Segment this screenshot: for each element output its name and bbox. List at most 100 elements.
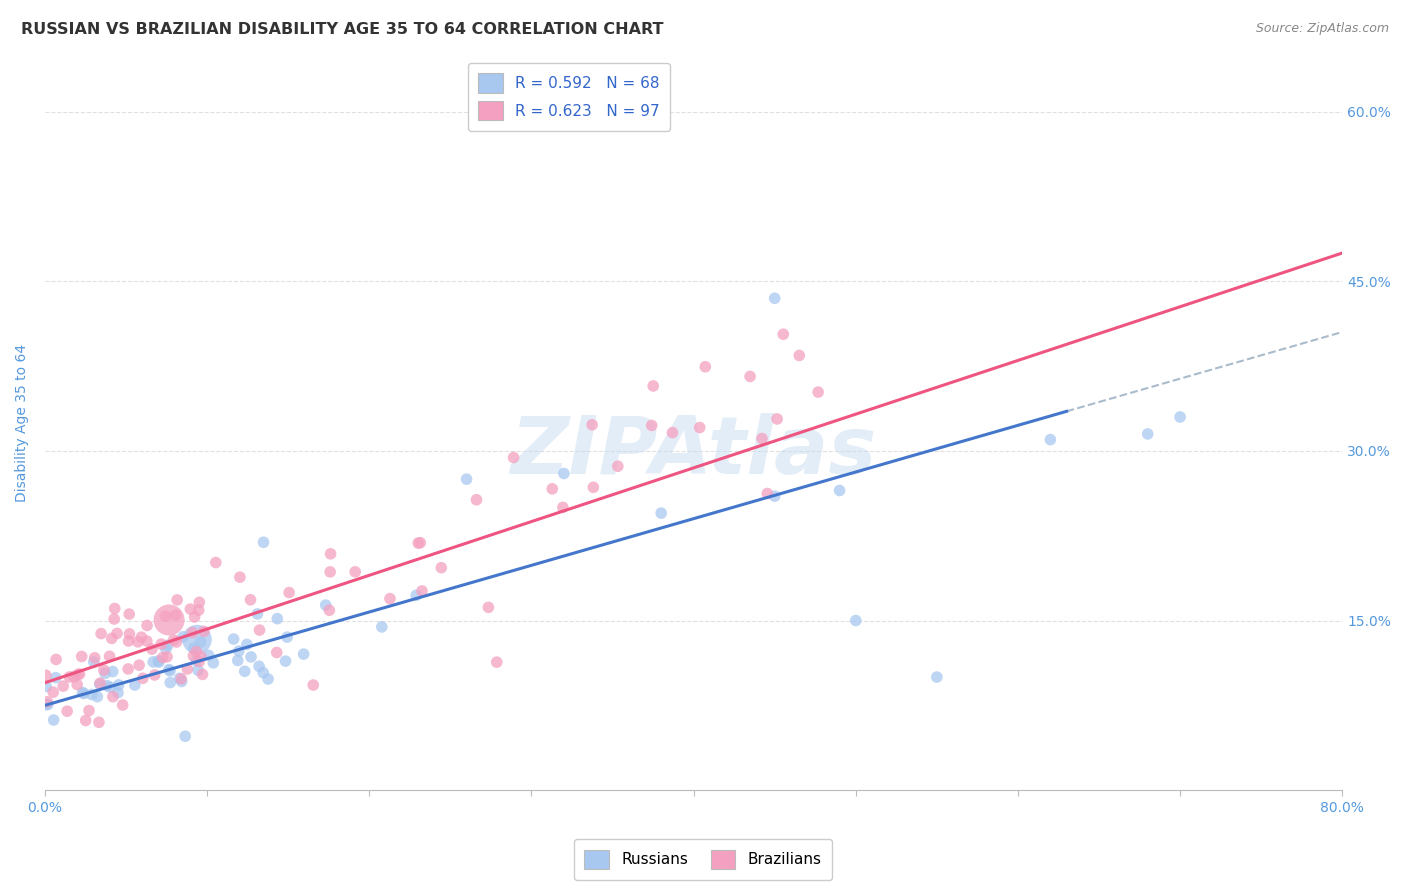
Y-axis label: Disability Age 35 to 64: Disability Age 35 to 64 — [15, 343, 30, 501]
Point — [166, 593, 188, 607]
Point — [94, 666, 117, 681]
Point — [170, 672, 193, 686]
Legend: R = 0.592   N = 68, R = 0.623   N = 97: R = 0.592 N = 68, R = 0.623 N = 97 — [468, 62, 671, 131]
Point — [159, 675, 181, 690]
Point — [650, 506, 672, 520]
Point — [80, 688, 103, 702]
Point — [186, 654, 208, 668]
Point — [69, 667, 91, 681]
Point — [142, 655, 165, 669]
Point — [169, 671, 191, 685]
Point — [98, 649, 121, 664]
Point — [52, 679, 75, 693]
Point — [89, 677, 111, 691]
Point — [37, 698, 59, 712]
Point — [72, 685, 94, 699]
Point — [42, 685, 65, 699]
Point — [90, 626, 112, 640]
Point — [141, 642, 163, 657]
Point — [740, 369, 762, 384]
Point — [257, 672, 280, 686]
Point — [181, 625, 204, 640]
Point — [117, 662, 139, 676]
Point — [105, 626, 128, 640]
Point — [165, 635, 187, 649]
Point — [641, 418, 664, 433]
Point — [252, 665, 274, 680]
Text: ZIPAtlas: ZIPAtlas — [510, 413, 877, 491]
Point — [188, 655, 211, 669]
Point — [266, 646, 288, 660]
Point — [42, 713, 65, 727]
Point — [174, 729, 197, 743]
Point — [66, 667, 89, 681]
Point — [405, 588, 427, 602]
Point — [187, 603, 209, 617]
Point — [409, 535, 432, 549]
Point — [35, 680, 58, 694]
Point — [551, 500, 574, 515]
Point — [502, 450, 524, 465]
Point — [553, 467, 575, 481]
Point — [319, 547, 342, 561]
Point — [170, 674, 193, 689]
Point — [772, 327, 794, 342]
Point — [103, 612, 125, 626]
Point — [756, 486, 779, 500]
Point — [276, 630, 298, 644]
Point — [190, 649, 212, 664]
Point — [233, 665, 256, 679]
Point — [155, 609, 177, 624]
Point — [582, 480, 605, 494]
Point — [186, 644, 208, 658]
Point — [197, 648, 219, 663]
Point — [695, 359, 717, 374]
Point — [581, 417, 603, 432]
Point — [118, 627, 141, 641]
Text: RUSSIAN VS BRAZILIAN DISABILITY AGE 35 TO 64 CORRELATION CHART: RUSSIAN VS BRAZILIAN DISABILITY AGE 35 T… — [21, 22, 664, 37]
Point — [124, 678, 146, 692]
Point — [150, 637, 173, 651]
Point — [100, 632, 122, 646]
Point — [101, 665, 124, 679]
Point — [187, 663, 209, 677]
Point — [485, 655, 508, 669]
Point — [127, 635, 149, 649]
Point — [643, 379, 665, 393]
Point — [183, 648, 205, 663]
Point — [45, 652, 67, 666]
Point — [236, 637, 259, 651]
Point — [292, 647, 315, 661]
Point — [247, 659, 270, 673]
Point — [107, 678, 129, 692]
Point — [751, 432, 773, 446]
Point — [188, 595, 211, 609]
Point — [845, 614, 868, 628]
Point — [162, 632, 184, 647]
Point — [689, 420, 711, 434]
Point — [172, 630, 194, 644]
Point — [371, 620, 394, 634]
Point — [430, 560, 453, 574]
Point — [157, 663, 180, 677]
Point — [176, 662, 198, 676]
Point — [246, 607, 269, 621]
Point — [107, 686, 129, 700]
Point — [83, 655, 105, 669]
Point — [156, 638, 179, 652]
Point — [204, 556, 226, 570]
Point — [148, 655, 170, 669]
Point — [101, 690, 124, 704]
Point — [766, 412, 789, 426]
Point — [63, 670, 86, 684]
Point — [135, 634, 157, 648]
Point — [183, 641, 205, 656]
Point — [606, 459, 628, 474]
Point — [252, 535, 274, 549]
Point — [152, 650, 174, 665]
Point — [77, 704, 100, 718]
Point — [131, 630, 153, 644]
Point — [541, 482, 564, 496]
Point — [118, 607, 141, 621]
Point — [191, 667, 214, 681]
